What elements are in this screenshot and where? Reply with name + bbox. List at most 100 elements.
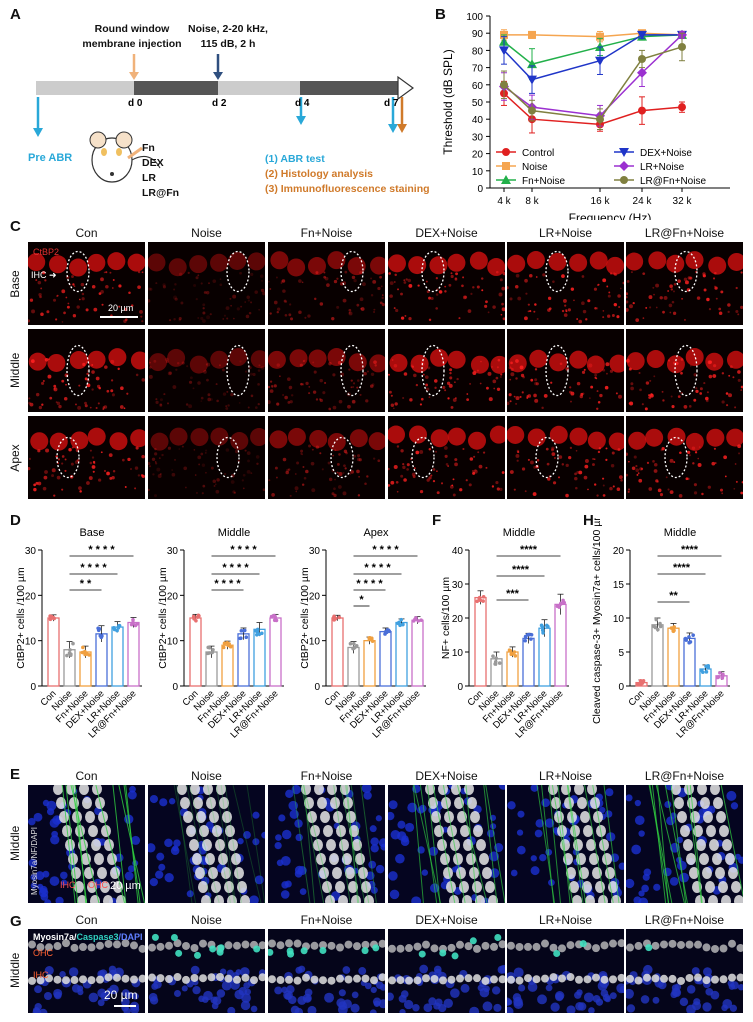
synapse-dot (657, 488, 662, 493)
synapse-dot (492, 305, 496, 309)
outer-hair-cell (87, 943, 96, 952)
cell-nucleus (626, 352, 645, 371)
synapse-dot (420, 397, 424, 401)
cell-nucleus (269, 430, 288, 449)
synapse-dot (178, 318, 182, 322)
synapse-dot (567, 308, 571, 312)
dapi-nucleus (106, 987, 113, 995)
data-point (637, 67, 647, 78)
synapse-dot (75, 403, 77, 406)
cell-nucleus (447, 427, 466, 446)
synapse-dot (85, 361, 88, 364)
data-dot (133, 623, 138, 628)
synapse-dot (229, 297, 232, 300)
synapse-dot (594, 376, 597, 379)
synapse-dot (258, 308, 261, 311)
dapi-nucleus (388, 811, 395, 821)
y-tick-label: 70 (472, 64, 484, 75)
inner-hair-cell (617, 973, 624, 982)
y-axis-label: CtBP2+ cells /100 µm (15, 567, 27, 669)
synapse-dot (61, 379, 65, 383)
synapse-dot (276, 402, 280, 406)
synapse-dot (570, 391, 575, 396)
dapi-nucleus (192, 985, 201, 995)
inner-hair-cell (685, 973, 694, 982)
synapse-dot (576, 318, 579, 320)
synapse-dot (424, 375, 429, 380)
synapse-dot (502, 317, 505, 321)
dapi-nucleus (537, 994, 547, 1005)
significance-label: * * (80, 578, 92, 590)
inner-hair-cell (96, 975, 104, 984)
dapi-nucleus (730, 802, 739, 810)
synapse-dot (588, 363, 593, 368)
synapse-dot (103, 271, 106, 274)
chart-title: Middle (664, 527, 696, 539)
caspase-image-tile (268, 929, 385, 1013)
inner-hair-cell (736, 973, 743, 982)
synapse-dot (507, 286, 509, 290)
synapse-dot (225, 405, 228, 408)
scale-bar-label: 20 µm (108, 303, 134, 313)
dapi-nucleus (351, 991, 359, 999)
hair-cell (587, 785, 597, 795)
synapse-dot (672, 290, 675, 293)
synapse-dot (408, 283, 413, 288)
synapse-dot (553, 456, 557, 460)
synapse-dot (106, 471, 110, 476)
synapse-dot (644, 407, 648, 411)
synapse-dot (126, 392, 129, 395)
synapse-dot (180, 301, 184, 305)
hair-cell (702, 867, 712, 879)
synapse-dot (697, 462, 702, 467)
synapse-dot (626, 300, 629, 304)
synapse-dot (472, 471, 476, 475)
outer-hair-cell (173, 939, 182, 948)
cell-nucleus (229, 348, 248, 367)
synapse-dot (225, 448, 230, 452)
cell-nucleus (210, 253, 229, 272)
dapi-nucleus (604, 810, 613, 818)
myosin-column-header: Fn+Noise (300, 769, 353, 783)
dapi-nucleus (108, 965, 117, 973)
nerve-fiber (300, 785, 325, 903)
inner-hair-cell (224, 974, 233, 983)
outer-hair-cell (319, 941, 327, 950)
dapi-nucleus (450, 988, 460, 998)
cell-nucleus (549, 353, 568, 372)
synapse-dot (165, 360, 169, 364)
synapse-dot (426, 290, 430, 294)
cell-nucleus (28, 253, 46, 272)
cell-nucleus (270, 251, 289, 270)
synapse-dot (449, 376, 453, 380)
hair-cell (574, 785, 584, 795)
caspase-positive-cell (253, 945, 261, 953)
data-dot (478, 598, 483, 603)
cell-nucleus (608, 432, 624, 451)
hair-cell (695, 895, 705, 903)
synapse-dot (56, 294, 59, 297)
synapse-dot (333, 487, 336, 491)
row-label-middle: Middle (8, 952, 22, 988)
cell-nucleus (705, 352, 724, 371)
synapse-dot (61, 488, 64, 491)
synapse-dot (472, 371, 477, 376)
synapse-dot (327, 461, 331, 465)
nerve-fiber (112, 785, 127, 903)
synapse-dot (210, 398, 213, 401)
synapse-dot (348, 311, 351, 314)
inner-hair-cell (711, 975, 719, 984)
legend-label: Control (522, 148, 554, 159)
synapse-dot (276, 310, 280, 314)
synapse-dot (370, 372, 375, 376)
nerve-fiber (186, 785, 212, 903)
dapi-nucleus (32, 1006, 40, 1013)
synapse-dot (687, 276, 691, 280)
synapse-dot (307, 314, 311, 318)
synapse-dot (51, 474, 54, 478)
synapse-dot (737, 313, 740, 316)
myosin-image-tile (148, 785, 265, 903)
synapse-dot (128, 291, 131, 294)
data-dot (477, 595, 482, 600)
cell-nucleus (447, 350, 466, 369)
